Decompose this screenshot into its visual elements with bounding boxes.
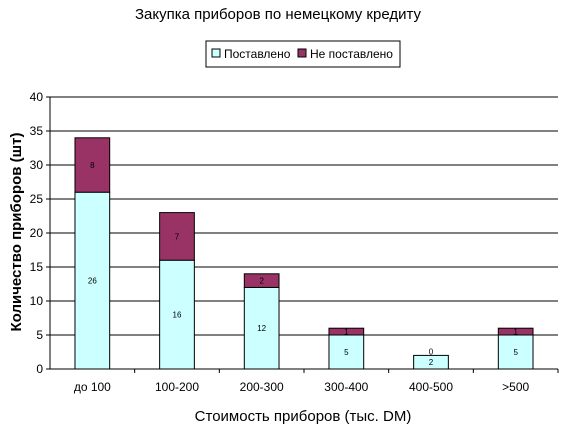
x-tick-labels: до 100 100-200 200-300 300-400 400-500 >500: [74, 380, 530, 394]
data-label-delivered: 12: [257, 324, 266, 333]
y-tick-label: 15: [30, 260, 44, 274]
x-tick-label: 400-500: [409, 380, 453, 394]
y-tick-labels: 0 5 10 15 20 25 30 35 40: [30, 90, 44, 376]
y-tick-label: 0: [36, 362, 43, 376]
y-tick-label: 30: [30, 158, 44, 172]
data-label-delivered: 5: [513, 348, 518, 357]
data-label-delivered: 2: [429, 358, 434, 367]
x-tick-label: до 100: [74, 380, 111, 394]
y-tick-label: 10: [30, 294, 44, 308]
y-tick-label: 25: [30, 192, 44, 206]
axes: [49, 97, 559, 373]
x-tick-label: >500: [502, 380, 529, 394]
data-label-delivered: 26: [88, 277, 97, 286]
data-label-not-delivered: 8: [90, 161, 95, 170]
bar-delivered: [159, 259, 195, 370]
y-tick-label: 20: [30, 226, 44, 240]
bar-not-delivered: [328, 327, 365, 336]
data-label-not-delivered: 2: [259, 277, 264, 286]
y-axis-title: Количество приборов (шт): [8, 132, 25, 331]
data-label-not-delivered: 7: [175, 232, 180, 241]
data-label-not-delivered: 1: [513, 328, 518, 337]
legend-label-not-delivered: Не поставлено: [310, 47, 393, 61]
x-tick-label: 300-400: [324, 380, 368, 394]
bar-delivered: [74, 191, 111, 370]
bar-not-delivered: [243, 273, 280, 288]
bar-not-delivered: [497, 327, 534, 336]
x-tick-label: 200-300: [240, 380, 284, 394]
legend-swatch-not-delivered: [297, 48, 307, 58]
legend-swatch-delivered: [211, 48, 221, 58]
bar-delivered: [328, 334, 365, 370]
bar-delivered: [497, 334, 534, 370]
legend-label-delivered: Поставлено: [224, 47, 291, 61]
bar-delivered: [243, 286, 280, 370]
data-label-not-delivered: 0: [429, 347, 434, 356]
data-label-delivered: 16: [173, 311, 182, 320]
x-axis-title: Стоимость приборов (тыс. DM): [195, 408, 412, 425]
bar-not-delivered: [159, 212, 195, 261]
data-label-delivered: 5: [344, 348, 349, 357]
x-tick-label: 100-200: [155, 380, 199, 394]
data-label-not-delivered: 1: [344, 328, 349, 337]
chart-title: Закупка приборов по немецкому кредиту: [135, 6, 422, 23]
y-tick-label: 35: [30, 124, 44, 138]
y-tick-label: 5: [36, 328, 43, 342]
legend: Поставлено Не поставлено: [205, 40, 401, 68]
y-tick-label: 40: [30, 90, 44, 104]
gridlines: [46, 96, 558, 370]
bar-not-delivered: [74, 137, 111, 193]
